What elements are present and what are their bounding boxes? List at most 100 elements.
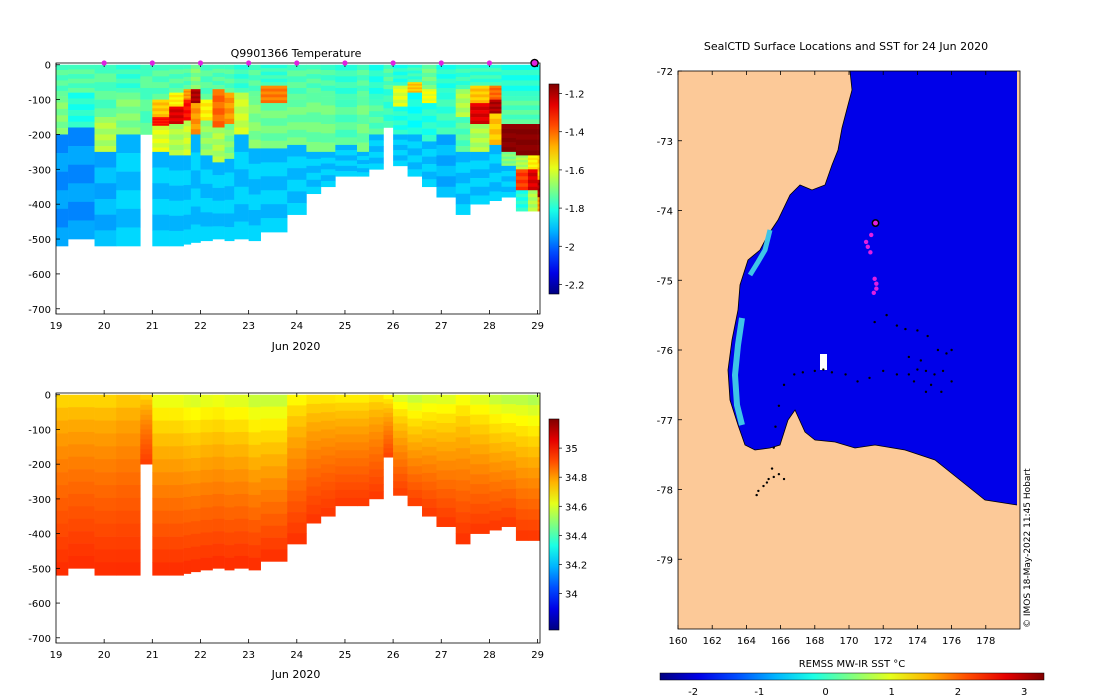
temperature-cell [306, 74, 322, 79]
temperature-cell [527, 162, 538, 165]
salinity-cell [56, 472, 69, 486]
temperature-cell [116, 153, 141, 172]
temperature-cell [248, 130, 261, 140]
temperature-cell [248, 139, 261, 149]
temperature-cell [335, 144, 358, 151]
y-tick-label: -76 [657, 346, 673, 357]
temperature-cell [356, 168, 370, 173]
salinity-cell [393, 394, 408, 403]
temperature-cell [489, 111, 502, 114]
temperature-cell [169, 155, 184, 171]
temperature-cell [470, 124, 490, 129]
temperature-cell [422, 68, 437, 74]
temperature-cell [515, 85, 529, 92]
salinity-cell [436, 460, 457, 471]
colorbar-ramp [548, 83, 560, 295]
salinity-cell [200, 532, 213, 546]
temperature-cell [68, 69, 95, 75]
temperature-cell [224, 74, 235, 79]
temperature-cell [183, 229, 192, 245]
temperature-cell [470, 64, 490, 69]
salinity-cell [515, 467, 529, 479]
salinity-x-ticks: 19 20 21 22 23 24 25 26 27 28 29 [50, 393, 544, 661]
temperature-cell [436, 113, 457, 121]
salinity-cell [287, 448, 307, 460]
temperature-cell [152, 134, 170, 140]
temperature-cell [356, 142, 370, 153]
temperature-cell [234, 120, 249, 128]
salinity-cell [422, 507, 437, 517]
temperature-cell [260, 94, 288, 98]
temperature-cell [489, 134, 502, 140]
salinity-cell [369, 409, 384, 418]
salinity-cell [234, 419, 249, 433]
salinity-cell [320, 420, 336, 430]
temperature-cell [407, 89, 423, 92]
temperature-cell [422, 103, 437, 110]
temperature-cell [116, 83, 141, 89]
temperature-heatmap [56, 64, 540, 247]
salinity-cell [455, 394, 471, 406]
salinity-cell [200, 507, 213, 521]
temperature-cell [527, 197, 538, 202]
temperature-cell [234, 99, 249, 107]
temperature-cell [470, 133, 490, 139]
temperature-cell [200, 87, 213, 95]
salinity-cell [470, 404, 490, 415]
salinity-cell [369, 484, 384, 492]
temperature-cell [356, 114, 370, 125]
temperature-cell [393, 120, 408, 126]
temperature-cell [94, 183, 117, 200]
temperature-cell [94, 230, 117, 247]
temperature-cell [248, 194, 261, 211]
salinity-cell [356, 426, 370, 435]
temperature-cell [501, 133, 517, 139]
salinity-cell [287, 437, 307, 449]
temperature-cell [527, 139, 538, 146]
salinity-cell [260, 537, 288, 550]
temperature-cell [515, 172, 529, 177]
temperature-cell [455, 151, 471, 163]
surface-marker [149, 60, 155, 66]
temperature-cell [183, 96, 192, 99]
temperature-cell [515, 134, 529, 140]
temperature-cell [152, 167, 170, 184]
temperature-cell [422, 109, 437, 117]
temperature-cell [306, 102, 322, 113]
salinity-cell [537, 415, 540, 427]
salinity-cell [248, 444, 261, 458]
y-tick-label: -700 [28, 305, 51, 316]
temperature-cell [407, 120, 423, 128]
salinity-cell [190, 407, 201, 421]
temperature-cell [436, 69, 457, 75]
temperature-cell [320, 180, 336, 188]
temperature-cell [515, 204, 529, 208]
temperature-cell [455, 134, 471, 141]
salinity-cell [383, 408, 394, 413]
temperature-cell [527, 144, 538, 151]
salinity-cell [527, 498, 538, 510]
salinity-cell [248, 482, 261, 496]
x-tick-label: 20 [98, 321, 111, 332]
temperature-cell [190, 113, 201, 120]
temperature-cell [369, 93, 384, 100]
temperature-cell [260, 71, 288, 76]
salinity-cell [68, 506, 95, 520]
salinity-cell [306, 403, 322, 414]
salinity-cell [287, 490, 307, 502]
salinity-cell [190, 495, 201, 509]
temperature-cell [537, 69, 540, 76]
temperature-cell [455, 76, 471, 82]
temperature-cell [455, 68, 471, 74]
temperature-cell [68, 87, 95, 93]
temperature-cell [94, 117, 117, 124]
temperature-cell [234, 64, 249, 70]
temperature-cell [407, 70, 423, 74]
temperature-cell [393, 71, 408, 76]
salinity-cell [248, 394, 261, 408]
temperature-cell [152, 119, 170, 122]
salinity-cell [356, 418, 370, 427]
salinity-cell [335, 489, 358, 499]
salinity-cell [356, 450, 370, 459]
temperature-cell [470, 75, 490, 79]
